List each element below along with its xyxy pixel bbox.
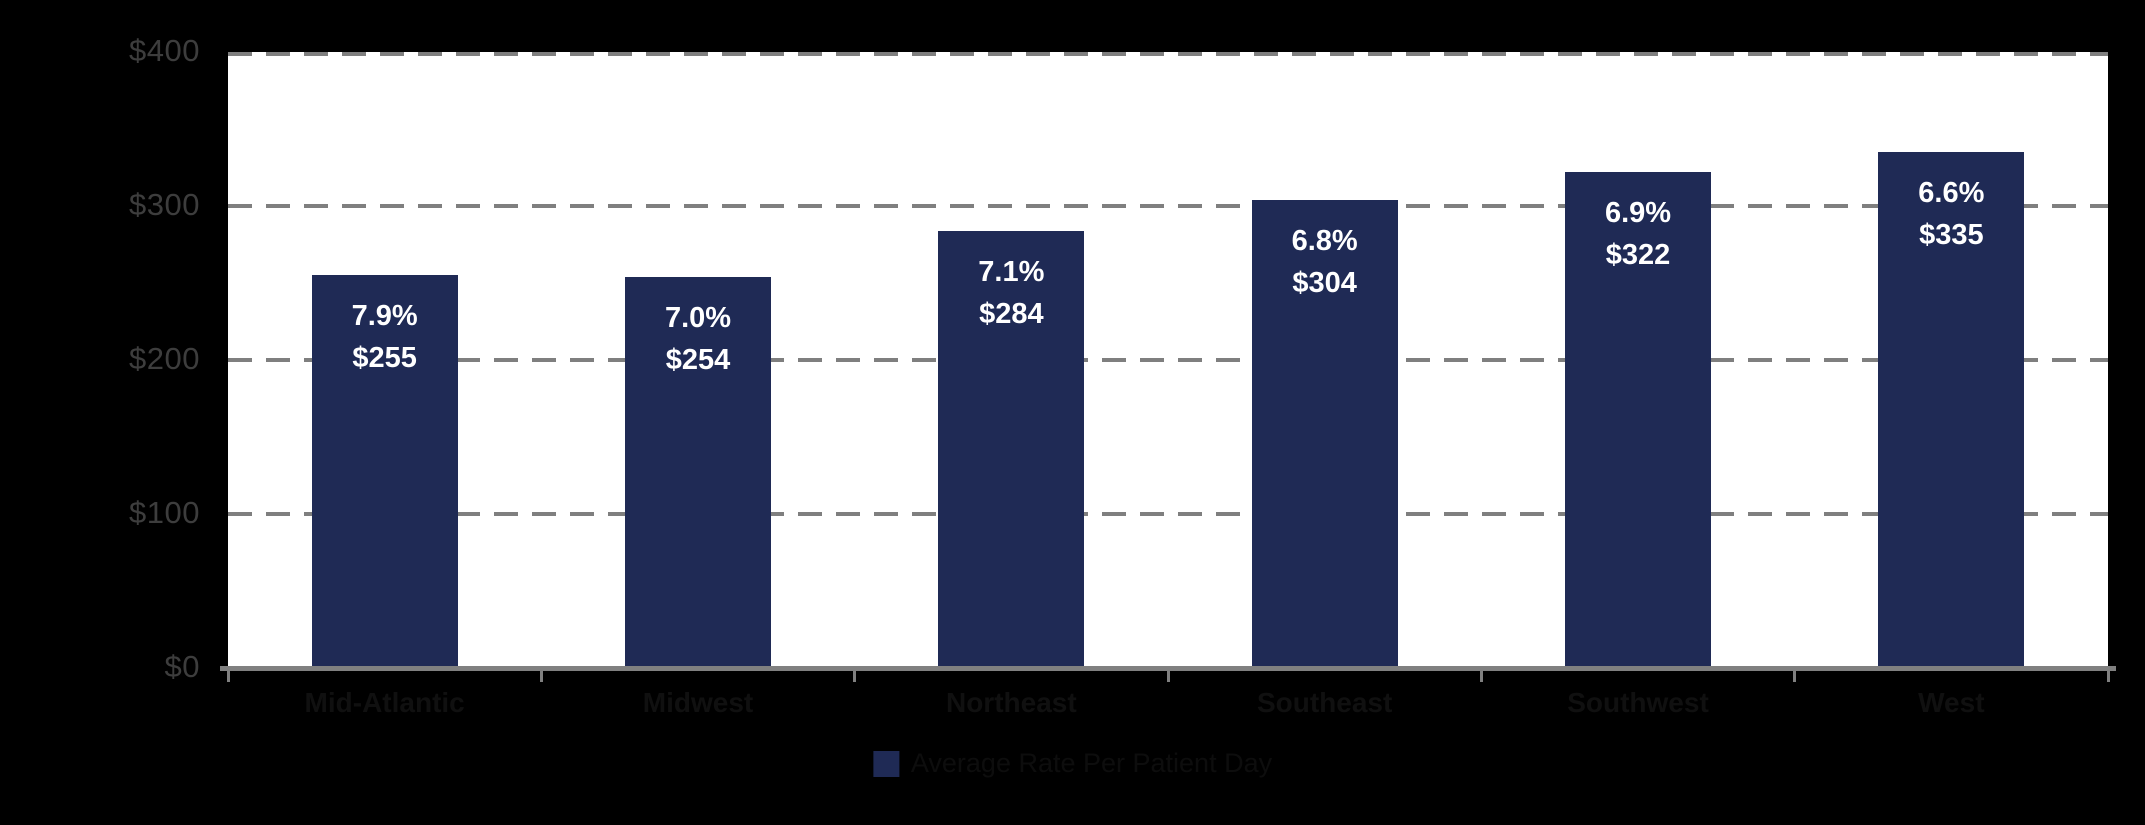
bar-percent-label: 7.1% [978,255,1045,288]
x-tick-label: Northeast [945,687,1077,718]
y-tick-label: $100 [129,495,200,530]
x-tick-label: Southwest [1567,687,1709,718]
legend-label: Average Rate Per Patient Day [910,748,1273,778]
bar-data-label: 6.9% $322 [1565,192,1711,276]
bar-mid-atlantic: 7.9% $255 [311,275,458,668]
x-axis-tick [226,671,230,682]
x-tick-label: West [1918,687,1985,718]
plot-area: 7.9% $255 7.0% $254 7.1% $284 6.8% $304 6.9% $322… [228,52,2108,668]
x-axis-line [220,666,2116,671]
x-axis-tick [539,671,543,682]
bar-value-label: $254 [665,343,731,376]
gridline [228,512,2108,516]
x-tick-label: Mid-Atlantic [304,687,465,718]
y-tick-label: $0 [164,649,200,684]
x-axis-tick [853,671,857,682]
bar-percent-label: 6.8% [1291,224,1358,257]
bar-west: 6.6% $335 [1878,152,2025,668]
bar-percent-label: 6.9% [1604,197,1672,230]
bar-southwest: 6.9% $322 [1565,172,1711,668]
bar-value-label: $284 [979,297,1044,330]
y-tick-label: $300 [129,187,200,222]
bar-value-label: $322 [1605,239,1671,272]
x-tick-label: Midwest [642,687,754,718]
bar-data-label: 6.6% $335 [1878,172,2024,256]
x-axis-tick [1166,671,1170,682]
legend-marker-square [872,750,899,777]
x-axis-tick [2106,671,2110,682]
bar-value-label: $255 [352,342,417,375]
bar-midwest: 7.0% $254 [625,276,771,668]
x-tick-label: Southeast [1256,687,1393,718]
bar-value-label: $335 [1919,219,1984,252]
bar-data-label: 7.1% $284 [938,251,1084,335]
y-tick-label: $200 [129,341,200,376]
bar-data-label: 6.8% $304 [1252,220,1398,304]
gridline [228,358,2108,362]
x-axis-tick [1479,671,1483,682]
bar-data-label: 7.0% $254 [625,297,771,381]
bar-percent-label: 7.0% [664,301,732,334]
bar-percent-label: 7.9% [351,300,418,333]
bar-percent-label: 6.6% [1918,177,1985,210]
bar-southeast: 6.8% $304 [1251,199,1398,668]
legend: Average Rate Per Patient Day [872,748,1273,779]
y-tick-label: $400 [129,33,200,68]
gridline [228,52,2108,56]
bar-northeast: 7.1% $284 [938,230,1085,668]
x-axis-tick [1793,671,1797,682]
bar-value-label: $304 [1292,266,1357,299]
bar-data-label: 7.9% $255 [312,295,458,379]
gridline [228,204,2108,208]
